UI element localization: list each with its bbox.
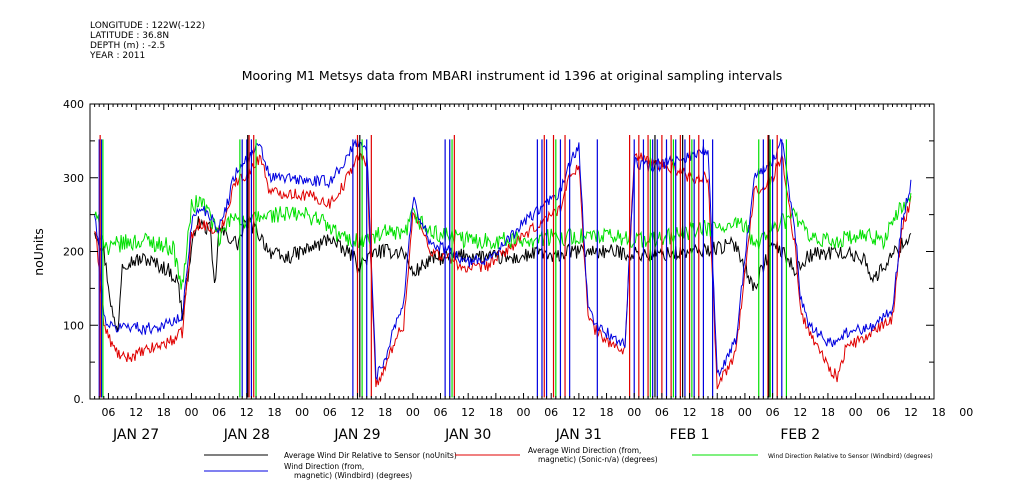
series-line-2 [94, 152, 912, 390]
x-hour-label: 00 [517, 406, 531, 419]
meta-latitude: LATITUDE : 36.8N [90, 31, 170, 41]
x-hour-label: 12 [683, 406, 697, 419]
x-hour-label: 06 [434, 406, 448, 419]
x-hour-label: 06 [544, 406, 558, 419]
x-day-label: FEB 2 [780, 427, 820, 443]
legend-label-2: magnetic) (Sonic-n/a) (degrees) [538, 455, 658, 464]
x-day-label: JAN 28 [223, 427, 270, 443]
x-hour-label: 12 [240, 406, 254, 419]
x-day-label: JAN 30 [444, 427, 491, 443]
y-tick-label: 200 [63, 246, 84, 259]
legend: Average Wind Dir Relative to Sensor (noU… [204, 446, 933, 480]
legend-label-3: Wind Direction Relative to Sensor (Windb… [768, 453, 933, 460]
x-hour-label: 18 [267, 406, 281, 419]
location-metadata: LONGITUDE : 122W(-122) LATITUDE : 36.8N … [90, 21, 205, 61]
x-hour-label: 18 [600, 406, 614, 419]
x-day-label: JAN 31 [555, 427, 602, 443]
x-hour-label: 00 [406, 406, 420, 419]
x-hour-label: 06 [212, 406, 226, 419]
x-hour-label: 00 [849, 406, 863, 419]
y-axis-label: noUnits [31, 228, 46, 276]
x-hour-label: 12 [904, 406, 918, 419]
series-line-4 [94, 137, 912, 382]
x-hour-label: 12 [461, 406, 475, 419]
series-line-1 [94, 216, 912, 332]
x-hour-label: 18 [710, 406, 724, 419]
meta-depth: DEPTH (m) : -2.5 [90, 41, 166, 51]
legend-label-1: Average Wind Dir Relative to Sensor (noU… [284, 451, 457, 460]
x-hour-label: 00 [627, 406, 641, 419]
x-hour-label: 00 [295, 406, 309, 419]
x-hour-label: 06 [766, 406, 780, 419]
x-day-label: JAN 29 [333, 427, 380, 443]
plot-area [94, 134, 912, 398]
x-hour-label: 06 [101, 406, 115, 419]
x-hour-label: 18 [932, 406, 946, 419]
x-hour-label: 18 [157, 406, 171, 419]
y-tick-label: 400 [63, 98, 84, 111]
x-hour-label: 00 [184, 406, 198, 419]
x-hour-label: 06 [323, 406, 337, 419]
x-hour-label: 12 [129, 406, 143, 419]
x-hour-label: 00 [959, 406, 973, 419]
legend-label-4: Wind Direction (from, [284, 462, 364, 471]
chart-title: Mooring M1 Metsys data from MBARI instru… [242, 68, 783, 83]
x-hour-label: 18 [378, 406, 392, 419]
x-hour-label: 18 [489, 406, 503, 419]
series-line-3 [94, 193, 912, 290]
x-hour-label: 18 [821, 406, 835, 419]
legend-label-4: magnetic) (Windbird) (degrees) [294, 471, 412, 480]
y-tick-label: 0. [74, 393, 85, 406]
meta-year: YEAR : 2011 [90, 51, 146, 61]
x-hour-label: 12 [350, 406, 364, 419]
y-tick-label: 100 [63, 319, 84, 332]
x-hour-label: 06 [655, 406, 669, 419]
x-day-label: JAN 27 [112, 427, 159, 443]
y-tick-label: 300 [63, 172, 84, 185]
x-hour-label: 12 [793, 406, 807, 419]
meta-longitude: LONGITUDE : 122W(-122) [90, 21, 206, 31]
x-hour-label: 00 [738, 406, 752, 419]
x-hour-label: 12 [572, 406, 586, 419]
x-hour-label: 06 [876, 406, 890, 419]
legend-label-2: Average Wind Direction (from, [528, 446, 641, 455]
x-day-label: FEB 1 [670, 427, 710, 443]
axes: 0. 100 200 300 400 06 12 18 00 06 12 18 00 06 12 18 00 06… [63, 98, 973, 443]
